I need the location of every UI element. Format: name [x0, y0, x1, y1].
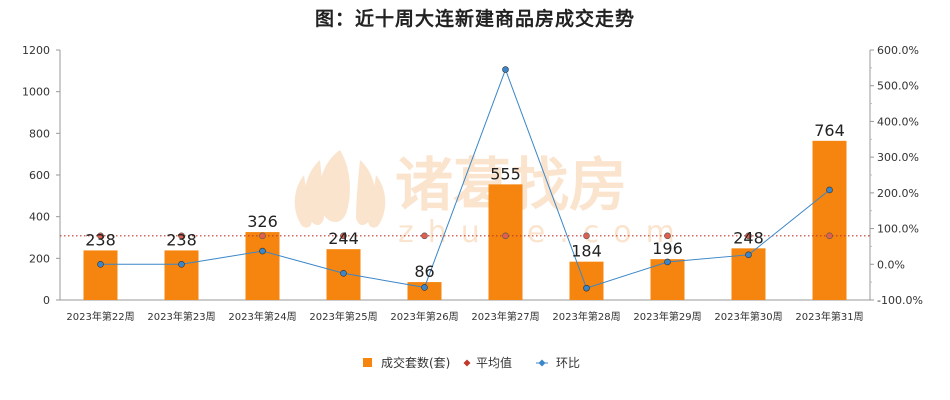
- right-axis-tick-label: 500.0%: [877, 80, 919, 93]
- category-label: 2023年第27周: [471, 310, 539, 323]
- legend-avg-marker: [463, 359, 471, 367]
- bar-value-label: 248: [733, 228, 764, 247]
- category-label: 2023年第30周: [714, 310, 782, 323]
- category-label: 2023年第25周: [309, 310, 377, 323]
- average-point: [421, 232, 428, 240]
- left-axis-tick-label: 1200: [22, 44, 50, 57]
- bar-value-label: 555: [490, 164, 521, 183]
- mom-point: [664, 258, 671, 266]
- mom-point: [583, 284, 590, 292]
- right-axis-tick-label: -100.0%: [877, 294, 923, 307]
- bar: [164, 250, 199, 300]
- watermark-logo-icon: [294, 150, 386, 228]
- mom-point: [97, 260, 104, 268]
- watermark-text-en: zhuge.com: [398, 215, 689, 250]
- category-label: 2023年第24周: [228, 310, 296, 323]
- mom-point: [826, 186, 833, 194]
- left-axis-tick-label: 600: [29, 169, 50, 182]
- average-point: [502, 232, 509, 240]
- mom-point: [502, 66, 509, 73]
- legend-label-mom: 环比: [556, 356, 580, 370]
- left-axis-tick-label: 1000: [22, 86, 50, 99]
- right-axis-tick-label: 200.0%: [877, 187, 919, 200]
- average-point: [664, 232, 671, 240]
- category-label: 2023年第22周: [66, 310, 134, 323]
- chart-title: 图：近十周大连新建商品房成交走势: [314, 8, 635, 30]
- legend-mom-marker: [538, 359, 546, 367]
- category-label: 2023年第31周: [795, 310, 863, 323]
- mom-point: [178, 260, 185, 268]
- bar-value-label: 184: [571, 242, 602, 261]
- average-point: [745, 232, 752, 240]
- legend-label-volume: 成交套数(套): [381, 355, 450, 370]
- average-point: [97, 232, 104, 240]
- bar-value-label: 196: [652, 239, 683, 258]
- mom-point: [259, 247, 266, 255]
- category-label: 2023年第26周: [390, 310, 458, 323]
- average-point: [583, 232, 590, 240]
- right-axis-tick-label: 100.0%: [877, 223, 919, 236]
- bar-value-label: 326: [247, 212, 278, 231]
- left-axis-tick-label: 200: [29, 252, 50, 265]
- bar-value-label: 244: [328, 229, 359, 248]
- average-point: [259, 232, 266, 240]
- bar: [83, 250, 118, 300]
- bar: [569, 261, 604, 300]
- legend-bar-swatch: [363, 358, 372, 367]
- category-label: 2023年第23周: [147, 310, 215, 323]
- right-axis-tick-label: 0.0%: [877, 258, 905, 271]
- right-axis-tick-label: 600.0%: [877, 44, 919, 57]
- left-axis-tick-label: 800: [29, 127, 50, 140]
- bar-value-label: 764: [814, 121, 845, 140]
- category-label: 2023年第29周: [633, 310, 701, 323]
- category-label: 2023年第28周: [552, 310, 620, 323]
- bar: [488, 184, 523, 300]
- legend-label-average: 平均值: [476, 355, 512, 370]
- bar-value-label: 238: [166, 230, 197, 249]
- right-axis-tick-label: 300.0%: [877, 151, 919, 164]
- mom-point: [745, 251, 752, 259]
- bar-value-label: 238: [85, 230, 116, 249]
- average-point: [340, 232, 347, 240]
- legend: 成交套数(套) 平均值 环比: [354, 354, 599, 374]
- average-point: [178, 232, 185, 240]
- bar: [407, 282, 442, 300]
- mom-point: [421, 284, 428, 291]
- average-point: [826, 232, 833, 240]
- bar-value-label: 86: [414, 262, 434, 281]
- mom-point: [340, 269, 347, 277]
- left-axis-tick-label: 0: [43, 294, 50, 307]
- left-axis-tick-label: 400: [29, 211, 50, 224]
- right-axis-tick-label: 400.0%: [877, 115, 919, 128]
- mom-line: [100, 68, 830, 289]
- bar: [245, 232, 280, 300]
- bar: [812, 140, 847, 300]
